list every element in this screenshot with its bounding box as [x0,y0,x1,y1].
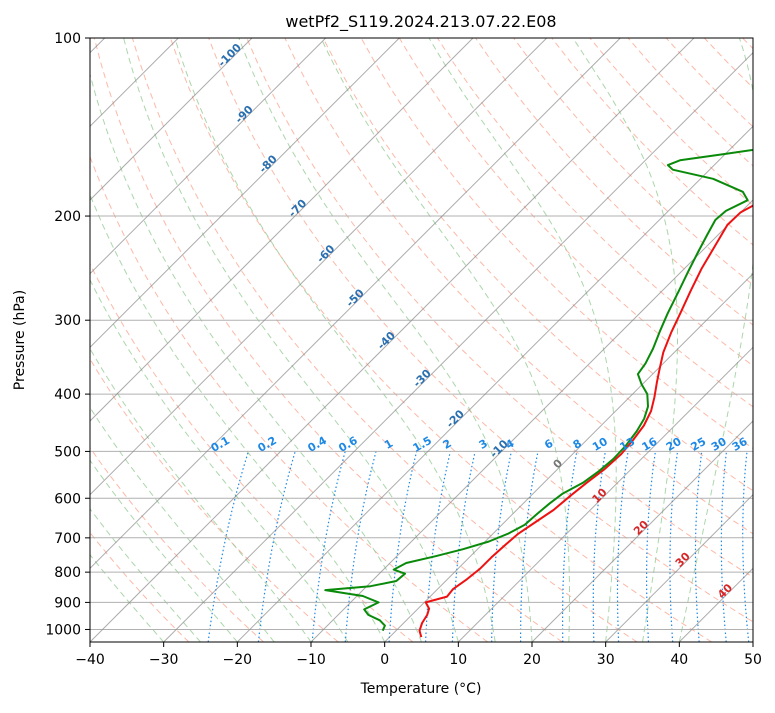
y-tick-label: 500 [54,444,81,460]
chart-title: wetPf2_S119.2024.213.07.22.E08 [285,12,556,32]
y-tick-label: 700 [54,531,81,547]
x-tick-label: 30 [597,652,615,668]
x-axis-ticks: −40 −30 −20 −10 0 10 20 30 40 50 [75,642,762,668]
mixing-ratio-line [764,451,771,642]
y-tick-label: 1000 [45,623,81,639]
x-tick-label: 0 [380,652,389,668]
y-tick-label: 100 [54,31,81,47]
y-axis-label: Pressure (hPa) [12,290,28,390]
x-tick-label: 10 [449,652,467,668]
x-tick-label: 50 [744,652,762,668]
y-tick-label: 300 [54,313,81,329]
y-tick-label: 800 [54,565,81,581]
y-tick-label: 600 [54,491,81,507]
x-axis-label: Temperature (°C) [360,681,482,697]
y-tick-label: 200 [54,209,81,225]
x-tick-label: −10 [296,652,326,668]
plot-background [90,38,753,642]
y-tick-label: 900 [54,595,81,611]
x-tick-label: 40 [670,652,688,668]
x-tick-label: 20 [523,652,541,668]
x-tick-label: −20 [223,652,253,668]
isotherm-line [753,38,775,642]
x-tick-label: −30 [149,652,179,668]
x-tick-label: −40 [75,652,105,668]
y-tick-label: 400 [54,387,81,403]
y-axis-ticks: 100 200 300 400 500 600 700 800 900 1000 [45,31,90,639]
